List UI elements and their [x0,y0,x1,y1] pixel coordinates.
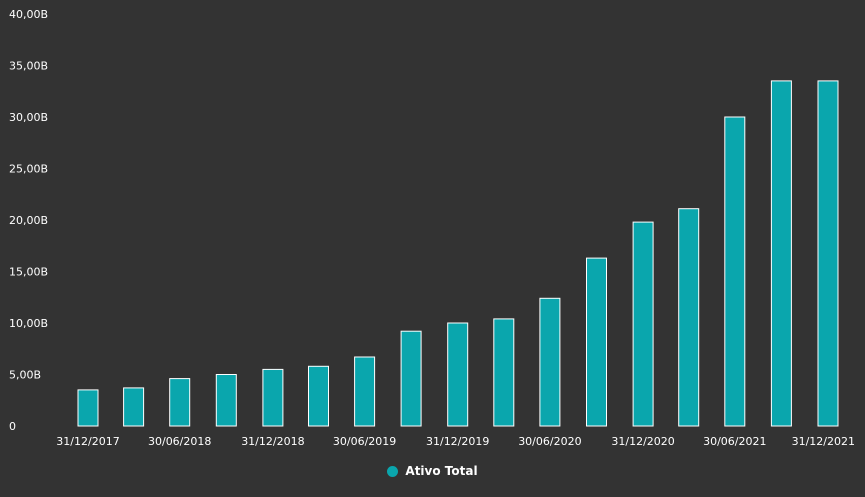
bar[interactable] [678,208,700,427]
bar[interactable] [447,322,469,427]
x-tick-label: 31/12/2017 [56,435,119,448]
legend-marker-icon [387,465,399,477]
legend-label: Ativo Total [405,464,478,478]
x-tick-label: 31/12/2018 [241,435,304,448]
y-tick-label: 25,00B [9,163,48,176]
bar[interactable] [262,368,284,427]
bar[interactable] [817,80,839,427]
y-tick-label: 10,00B [9,317,48,330]
bar[interactable] [539,297,561,427]
y-tick-label: 35,00B [9,60,48,73]
bar[interactable] [77,389,99,427]
x-tick-label: 30/06/2021 [703,435,766,448]
x-tick-label: 30/06/2019 [333,435,396,448]
x-tick-label: 31/12/2020 [611,435,674,448]
y-axis: 0 5,00B 10,00B 15,00B 20,00B 25,00B 30,00B 35,0… [9,8,48,433]
bar[interactable] [123,387,145,427]
bar[interactable] [169,378,191,427]
bar[interactable] [770,80,792,427]
bar[interactable] [354,356,376,427]
x-tick-label: 30/06/2018 [148,435,211,448]
bar[interactable] [400,330,422,427]
y-tick-label: 20,00B [9,214,48,227]
bar[interactable] [493,318,515,427]
y-tick-label: 30,00B [9,111,48,124]
y-tick-label: 15,00B [9,266,48,279]
x-tick-label: 31/12/2019 [426,435,489,448]
bar[interactable] [586,257,607,427]
x-axis: 31/12/2017 30/06/2018 31/12/2018 30/06/2019… [56,435,855,448]
x-tick-label: 30/06/2020 [518,435,581,448]
legend[interactable]: Ativo Total [0,464,865,478]
x-tick-label: 31/12/2021 [792,435,855,448]
bar[interactable] [724,116,746,427]
bar[interactable] [308,365,329,427]
y-tick-label: 0 [9,420,16,433]
bar[interactable] [215,374,237,427]
y-tick-label: 5,00B [9,369,41,382]
bars [77,80,839,427]
bar[interactable] [632,221,654,427]
y-tick-label: 40,00B [9,8,48,21]
